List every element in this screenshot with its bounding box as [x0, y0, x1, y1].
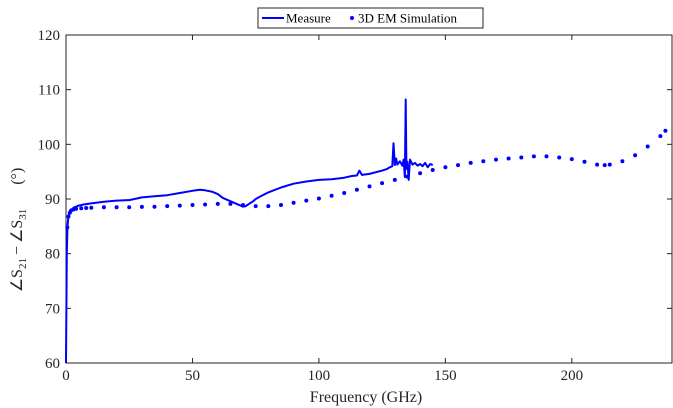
data-point-simulation [506, 156, 511, 161]
y-tick-label: 70 [45, 301, 60, 317]
data-point-simulation [152, 204, 157, 209]
data-point-simulation [582, 159, 587, 164]
data-point-simulation [114, 205, 119, 210]
y-minus: − [9, 246, 26, 255]
y-angle-symbol-b: ∠ [9, 229, 26, 243]
y-axis-title: ∠S21−∠S31(°) [9, 168, 29, 293]
data-point-simulation [79, 206, 84, 211]
data-point-simulation [367, 184, 372, 189]
data-point-simulation [101, 205, 106, 210]
data-point-simulation [127, 205, 132, 210]
legend-box [257, 7, 484, 29]
data-point-simulation [494, 157, 498, 162]
legend-swatch-simulation [350, 16, 354, 20]
y-tick-label: 90 [45, 192, 60, 208]
legend-label-measure: Measure [286, 11, 331, 26]
x-axis-title: Frequency (GHz) [310, 389, 422, 406]
y-tick-label: 100 [38, 137, 61, 153]
data-point-simulation [557, 155, 562, 160]
data-point-simulation [329, 193, 334, 198]
x-tick-label: 100 [308, 368, 331, 384]
y-s-letter-a: S [9, 269, 26, 278]
y-tick-label: 110 [38, 83, 60, 99]
data-point-simulation [430, 168, 435, 172]
ticks-layer: 0 50 100 150 200 60 70 80 90 100 110 120 [38, 28, 672, 384]
data-point-simulation [291, 200, 296, 205]
data-point-simulation [519, 155, 524, 160]
data-point-simulation [405, 174, 410, 179]
data-point-simulation [418, 171, 423, 176]
series-line-measure [65, 98, 434, 364]
data-point-simulation [304, 198, 309, 203]
data-point-simulation [89, 205, 94, 210]
data-point-simulation [165, 204, 170, 209]
legend: Measure 3D EM Simulation [257, 7, 484, 29]
data-point-simulation [633, 153, 638, 158]
data-point-simulation [569, 157, 574, 162]
data-point-simulation [663, 128, 668, 133]
plot-area [65, 34, 673, 364]
legend-label-simulation: 3D EM Simulation [358, 11, 457, 26]
data-point-simulation [190, 203, 195, 207]
data-point-simulation [481, 159, 486, 164]
y-tick-label: 60 [45, 356, 60, 372]
x-tick-label: 150 [434, 368, 457, 384]
data-point-simulation [66, 214, 71, 219]
x-tick-label: 50 [185, 368, 200, 384]
y-axis-title-text: ∠S21−∠S31(°) [9, 168, 29, 293]
y-tick-label: 120 [38, 28, 61, 44]
data-point-simulation [266, 204, 271, 209]
data-point-simulation [241, 203, 245, 207]
y-subscript-b: 31 [17, 209, 29, 220]
data-point-simulation [658, 134, 663, 139]
y-s-letter-b: S [9, 220, 26, 229]
data-point-simulation [215, 201, 220, 206]
data-point-simulation [228, 201, 233, 206]
data-point-simulation [645, 144, 650, 149]
y-unit: (°) [9, 168, 26, 185]
data-point-simulation [65, 225, 70, 230]
data-point-simulation [177, 203, 182, 208]
data-point-simulation [468, 160, 473, 165]
x-tick-label: 0 [62, 368, 70, 384]
y-angle-symbol-a: ∠ [9, 278, 26, 292]
data-point-simulation [531, 154, 536, 159]
data-point-simulation [620, 159, 625, 164]
data-point-simulation [253, 204, 258, 209]
data-point-simulation [380, 181, 385, 186]
y-tick-label: 80 [45, 247, 60, 263]
data-point-simulation [456, 163, 460, 168]
data-point-simulation [203, 202, 208, 207]
data-point-simulation [316, 196, 321, 201]
y-subscript-a: 21 [17, 258, 29, 269]
data-point-simulation [392, 177, 397, 182]
data-point-simulation [74, 206, 79, 211]
data-point-simulation [354, 187, 359, 192]
data-point-simulation [443, 165, 448, 170]
data-point-simulation [279, 203, 283, 207]
x-tick-label: 200 [561, 368, 584, 384]
data-point-simulation [607, 162, 612, 167]
data-point-simulation [84, 206, 89, 210]
series-layer [65, 98, 668, 364]
data-point-simulation [342, 191, 347, 195]
data-point-simulation [595, 162, 600, 167]
data-point-simulation [139, 204, 144, 209]
data-point-simulation [544, 154, 549, 159]
data-point-simulation [602, 163, 607, 168]
